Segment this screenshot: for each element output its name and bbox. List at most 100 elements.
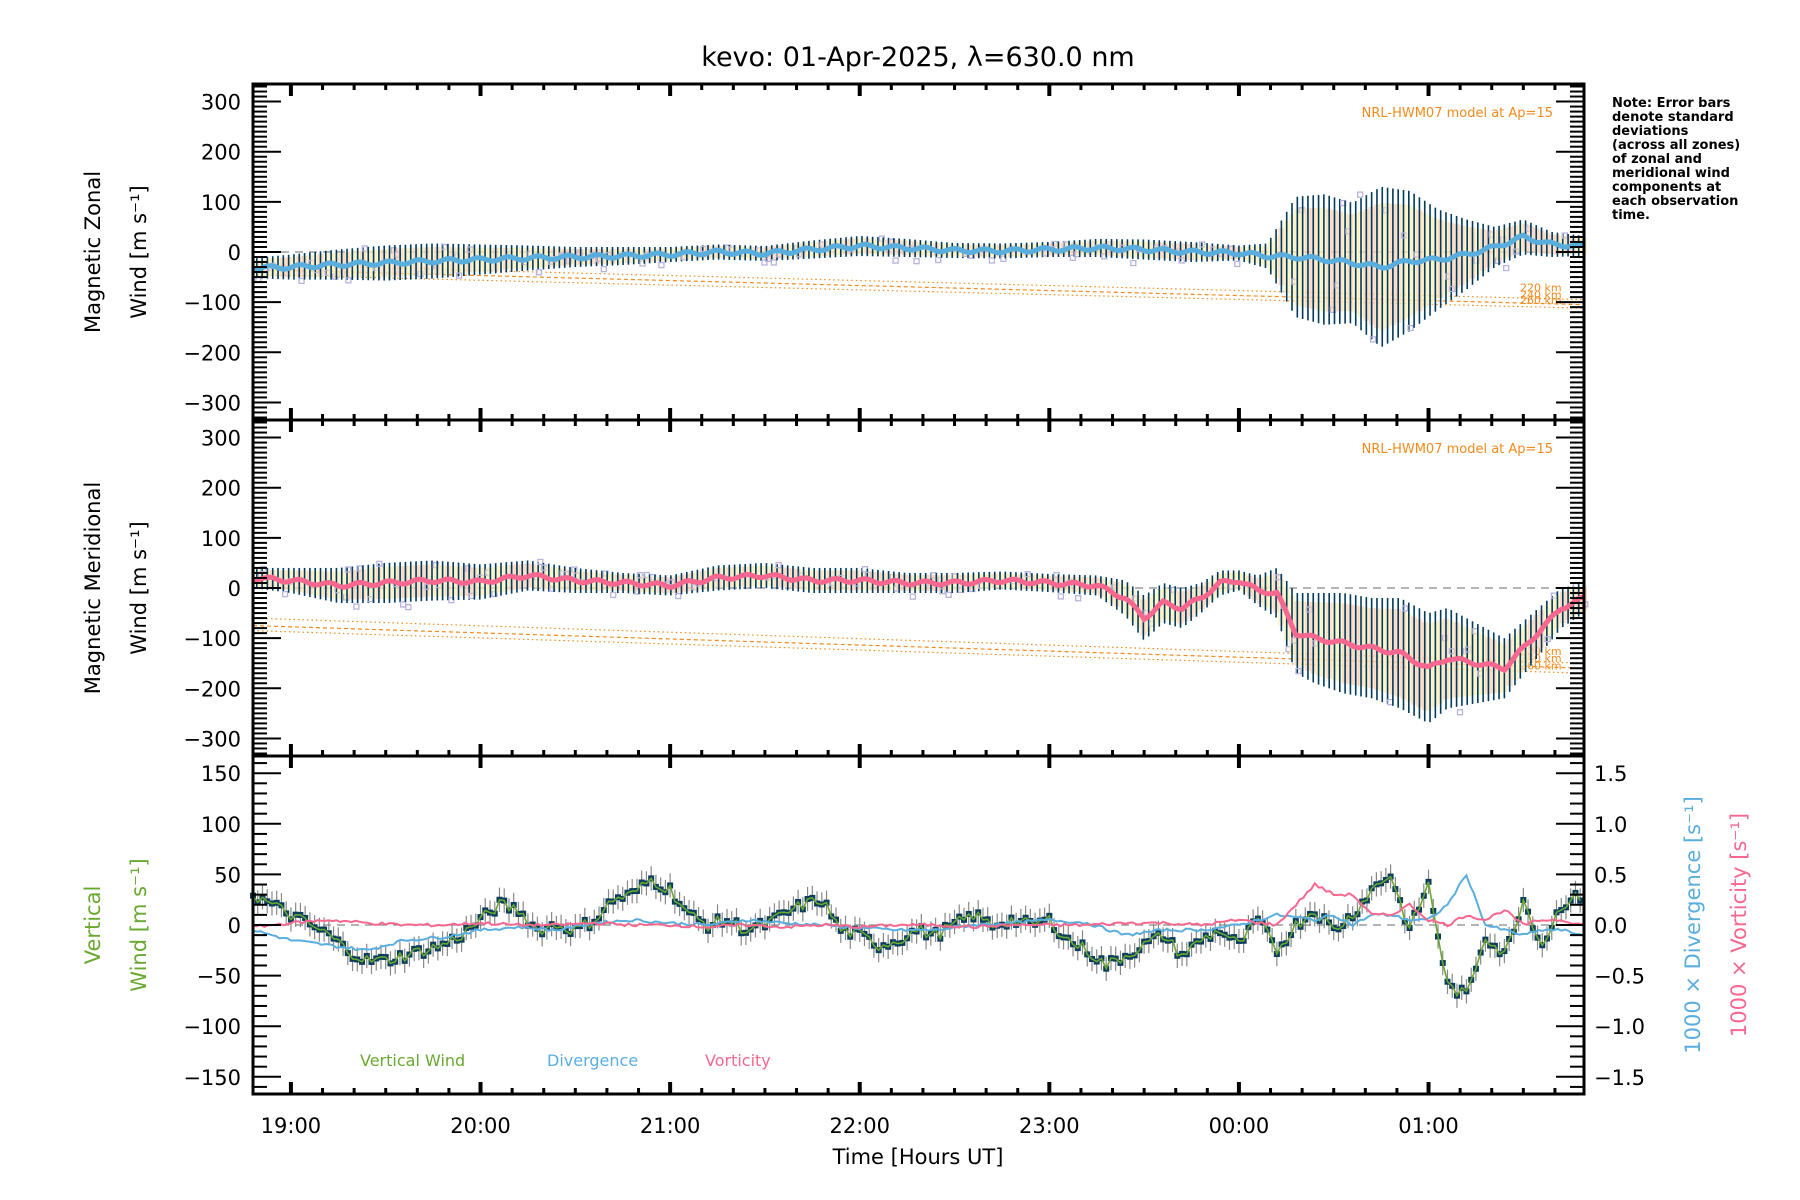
- y-axis-label-line1: Vertical: [81, 886, 105, 965]
- x-tick-label: 22:00: [829, 1114, 890, 1138]
- zone-sample: [1357, 191, 1364, 198]
- y-tick-label: −150: [183, 1066, 241, 1090]
- x-tick-label: 20:00: [450, 1114, 511, 1138]
- vertical-wind-point: [1577, 897, 1584, 904]
- zone-sample: [441, 243, 448, 251]
- zone-sample: [610, 591, 617, 599]
- zone-sample: [537, 558, 544, 566]
- zone-sample: [939, 588, 946, 595]
- y2-tick-label: 1.0: [1594, 813, 1627, 837]
- y-axis-label-line2: Wind [m s⁻¹]: [127, 521, 151, 654]
- x-axis-label: Time [Hours UT]: [832, 1145, 1004, 1169]
- y-tick-label: −100: [183, 291, 241, 315]
- zone-sample: [1456, 709, 1464, 716]
- y-tick-label: −50: [197, 965, 241, 989]
- x-tick-label: 23:00: [1019, 1114, 1080, 1138]
- vertical-wind-line: [252, 875, 1581, 998]
- zone-sample: [361, 245, 368, 252]
- model-altitude-label: 220 km: [1520, 282, 1562, 295]
- y-tick-label: −200: [183, 341, 241, 365]
- note-line: deviations: [1612, 124, 1689, 139]
- y2-tick-label: −1.0: [1594, 1015, 1645, 1039]
- y-tick-label: −100: [183, 1015, 241, 1039]
- note-line: meridional wind: [1612, 166, 1730, 181]
- x-tick-label: 00:00: [1209, 1114, 1270, 1138]
- chart-title: kevo: 01-Apr-2025, λ=630.0 nm: [701, 42, 1134, 73]
- y-tick-label: 0: [228, 577, 241, 601]
- zone-sample: [399, 601, 407, 608]
- zone-sample: [909, 593, 916, 600]
- y-tick-label: 0: [228, 914, 241, 938]
- zone-sample: [945, 591, 952, 598]
- zone-sample: [600, 265, 607, 273]
- zone-sample: [1401, 605, 1409, 612]
- zone-sample: [935, 256, 942, 264]
- y2-tick-label: −1.5: [1594, 1066, 1645, 1090]
- model-label: NRL-HWM07 model at Ap=15: [1362, 106, 1553, 121]
- zone-sample: [1369, 336, 1377, 343]
- zone-sample: [770, 259, 777, 266]
- y2-axis-label-divergence: 1000 × Divergence [s⁻¹]: [1681, 796, 1705, 1054]
- zone-sample: [1178, 257, 1185, 264]
- model-altitude-label: 260 km: [1520, 294, 1562, 307]
- zone-sample: [1544, 635, 1551, 643]
- legend-vorticity: Vorticity: [705, 1051, 771, 1070]
- x-tick-label: 19:00: [261, 1114, 322, 1138]
- legend-vertical-wind: Vertical Wind: [360, 1051, 465, 1070]
- y-axis-label-line1: Magnetic Meridional: [81, 482, 105, 694]
- x-tick-label: 21:00: [640, 1114, 701, 1138]
- zone-sample: [456, 272, 463, 279]
- x-tick-label: 01:00: [1398, 1114, 1459, 1138]
- series-line: [252, 232, 1585, 273]
- zone-sample: [1234, 260, 1241, 268]
- model-label: NRL-HWM07 model at Ap=15: [1362, 442, 1553, 457]
- y2-tick-label: 0.0: [1594, 914, 1627, 938]
- model-line-260-km: [252, 630, 1585, 674]
- y-tick-label: 50: [214, 863, 241, 887]
- y-tick-label: 300: [201, 427, 241, 451]
- zone-sample: [775, 562, 782, 569]
- y-tick-label: −300: [183, 391, 241, 415]
- note-line: each observation: [1612, 194, 1738, 209]
- zone-sample: [892, 257, 899, 264]
- zone-sample: [1407, 324, 1414, 332]
- zone-sample: [353, 603, 360, 610]
- vorticity-line: [252, 881, 1585, 930]
- zone-sample: [345, 277, 352, 284]
- zone-sample: [1130, 259, 1137, 267]
- zone-sample: [1274, 574, 1282, 581]
- note-line: of zonal and: [1612, 152, 1702, 167]
- note-line: components at: [1612, 180, 1721, 195]
- zone-sample: [1295, 667, 1302, 675]
- zone-sample: [1024, 570, 1031, 578]
- zone-sample: [1199, 241, 1206, 248]
- zone-sample: [1503, 264, 1510, 272]
- zone-sample: [298, 277, 305, 285]
- note-line: time.: [1612, 208, 1650, 223]
- y-tick-label: 300: [201, 91, 241, 115]
- y-tick-label: 0: [228, 241, 241, 265]
- zone-sample: [658, 261, 665, 269]
- y2-axis-label-vorticity: 1000 × Vorticity [s⁻¹]: [1727, 813, 1751, 1037]
- y2-tick-label: −0.5: [1594, 965, 1645, 989]
- y-tick-label: −300: [183, 727, 241, 751]
- zone-sample: [913, 258, 920, 265]
- zone-sample: [1075, 595, 1082, 602]
- zone-sample: [535, 269, 543, 276]
- y-axis-label-line2: Wind [m s⁻¹]: [127, 858, 151, 991]
- panel-vertical-wind: −150 −100 −50 0 50 100 150 −1.5 −1.0 −0.5 0.0 0.5 1.…: [81, 754, 1751, 1096]
- zone-sample: [448, 596, 455, 604]
- model-altitude-label: 240 km: [1520, 289, 1562, 302]
- zone-sample: [376, 560, 383, 567]
- note-line: denote standard: [1612, 110, 1734, 125]
- zone-sample: [260, 565, 267, 573]
- y-tick-label: 200: [201, 141, 241, 165]
- zone-sample: [281, 591, 289, 598]
- zone-sample: [1057, 593, 1065, 600]
- y-tick-label: 100: [201, 527, 241, 551]
- y2-tick-label: 1.5: [1594, 762, 1627, 786]
- zone-sample: [405, 604, 412, 611]
